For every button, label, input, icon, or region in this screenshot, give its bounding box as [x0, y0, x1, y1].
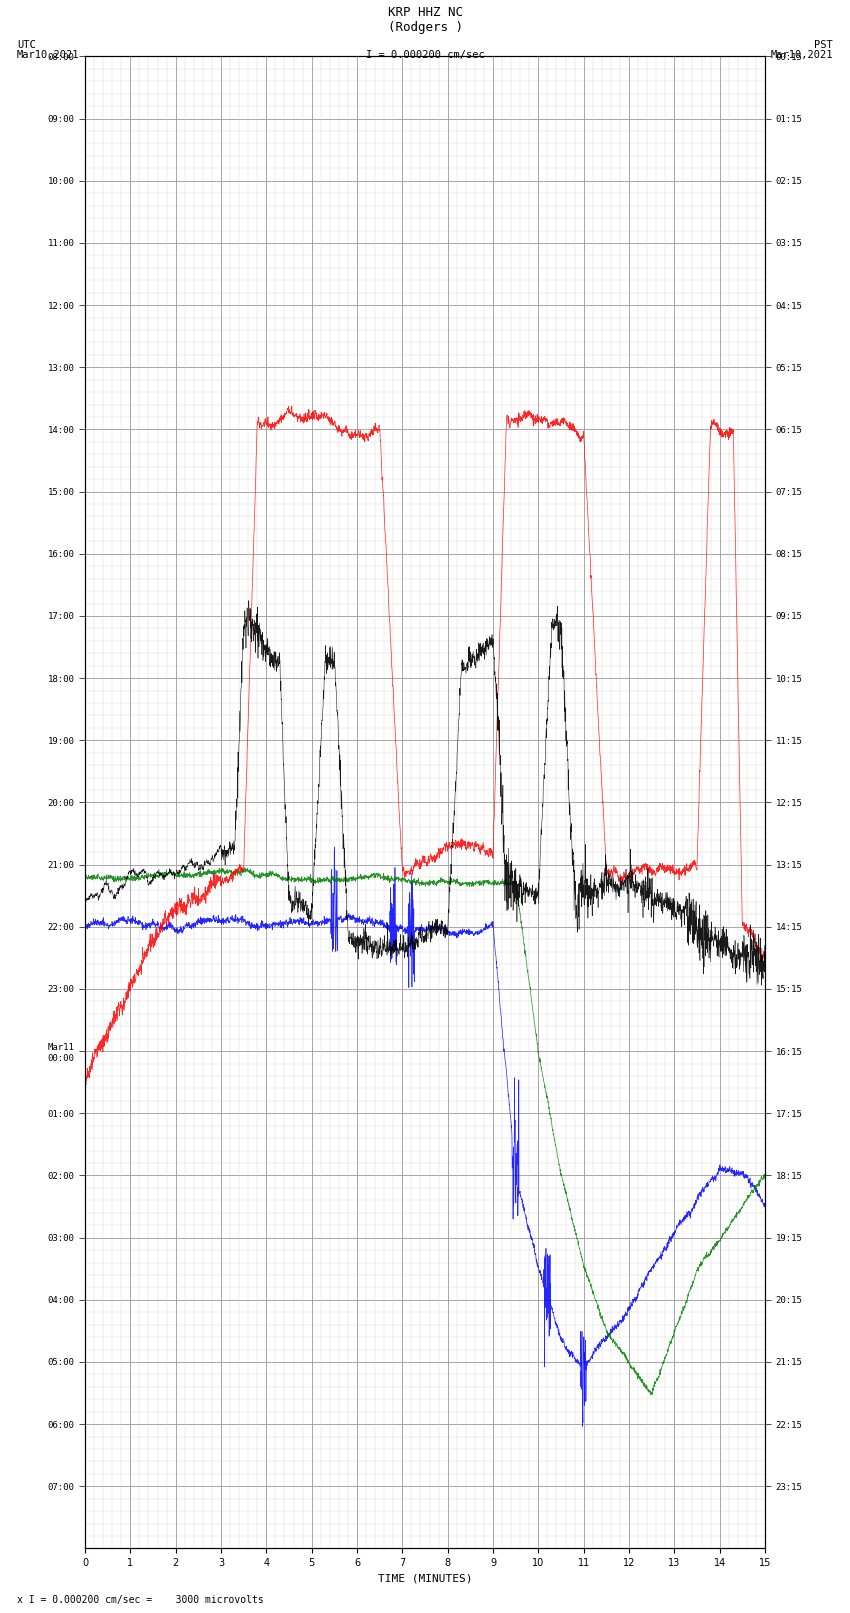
Text: Mar10,2021: Mar10,2021	[17, 50, 80, 60]
Text: Mar10,2021: Mar10,2021	[770, 50, 833, 60]
Text: I = 0.000200 cm/sec: I = 0.000200 cm/sec	[366, 50, 484, 60]
Text: x I = 0.000200 cm/sec =    3000 microvolts: x I = 0.000200 cm/sec = 3000 microvolts	[17, 1595, 264, 1605]
X-axis label: TIME (MINUTES): TIME (MINUTES)	[377, 1574, 473, 1584]
Title: KRP HHZ NC
(Rodgers ): KRP HHZ NC (Rodgers )	[388, 6, 462, 34]
Text: PST: PST	[814, 40, 833, 50]
Text: UTC: UTC	[17, 40, 36, 50]
